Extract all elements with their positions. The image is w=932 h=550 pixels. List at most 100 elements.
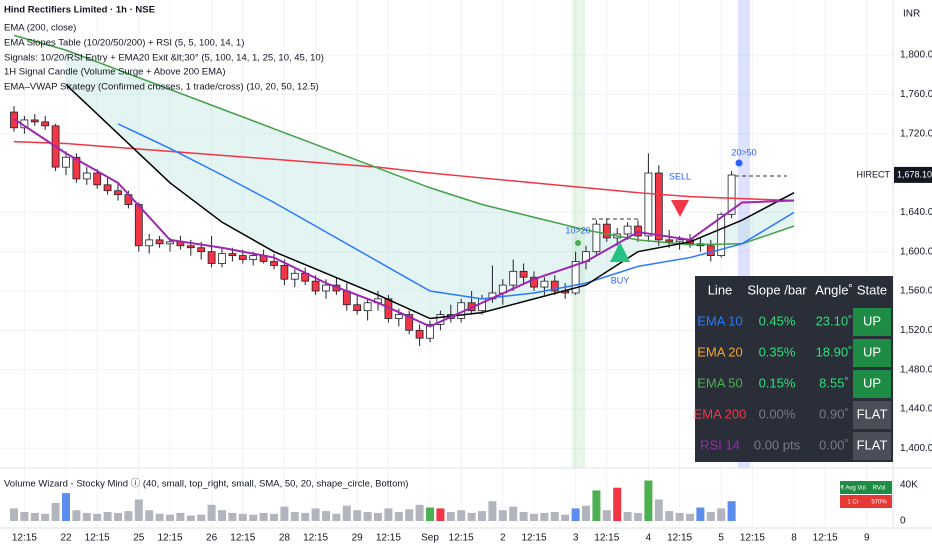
candle-body [675, 239, 684, 243]
volume-bar [259, 512, 268, 521]
x-tick-label: 4 [646, 533, 652, 544]
candle-body [415, 329, 424, 339]
volume-bar [332, 513, 341, 521]
x-tick-label: 12:15 [157, 533, 182, 544]
indicator-label: EMA–VWAP Strategy (Confirmed crosses, 1 … [4, 82, 319, 93]
candle-body [342, 290, 351, 306]
volume-bar [665, 511, 674, 521]
price-tag-label: 1,678.10 [897, 169, 932, 179]
table-cell: 18.90˚ [816, 344, 853, 359]
candle-body [602, 223, 611, 239]
candle-body [571, 261, 580, 294]
y-tick-label: 1,720.00 [900, 128, 932, 139]
volume-bar [467, 512, 476, 521]
buy-arrow [610, 242, 630, 262]
candle-body [592, 223, 601, 253]
volume-bar [145, 510, 154, 521]
candle-body [62, 156, 70, 168]
volume-bar [582, 505, 590, 521]
volume-bar [602, 510, 611, 521]
chart-title: Hind Rectifiers Limited · 1h · NSE [4, 5, 155, 16]
candle-body [41, 121, 50, 127]
state-cell [853, 401, 891, 429]
candle-body [519, 270, 528, 278]
indicator-legend: Hind Rectifiers Limited · 1h · NSE EMA (… [4, 5, 324, 93]
y-tick-label: 1,800.00 [900, 50, 932, 61]
volume-bar [634, 512, 642, 521]
x-tick-label: 12:15 [449, 533, 474, 544]
candle-body [228, 253, 237, 257]
candle-body [290, 272, 299, 280]
volume-bar [301, 512, 310, 521]
volume-bar [114, 512, 122, 521]
state-cell [853, 339, 891, 367]
volume-bar [561, 514, 570, 521]
volume-bar [644, 480, 653, 521]
table-cell: 0.00˚ [819, 437, 849, 452]
x-tick-label: 12:15 [12, 533, 37, 544]
volume-bar [426, 507, 434, 521]
table-cell: UP [863, 375, 881, 390]
volume-title: Volume Wizard - Stocky Mind ⓘ (40, small… [4, 479, 408, 490]
x-tick-label: 3 [573, 533, 579, 544]
candle-body [114, 190, 122, 196]
volume-bar [186, 515, 195, 521]
table-cell: 0.90˚ [819, 406, 849, 421]
volume-bar [290, 512, 299, 521]
x-tick-label: 22 [60, 533, 72, 544]
y-tick-label: 1,480.00 [900, 364, 932, 375]
x-tick-label: 12:15 [740, 533, 765, 544]
volume-table-cell [840, 481, 866, 494]
volume-bar [706, 512, 715, 521]
table-cell: EMA 10 [697, 313, 743, 328]
y-tick-label: 40K [900, 480, 918, 491]
volume-bar [509, 506, 518, 521]
annotation: 10>20 [565, 225, 590, 235]
indicator-line [117, 123, 795, 300]
volume-table-text: 570% [871, 500, 887, 506]
indicator-line [13, 34, 795, 246]
volume-table-cell [840, 495, 866, 508]
sell-arrow [671, 200, 689, 217]
volume-bar [322, 511, 330, 521]
price-tag [894, 166, 932, 183]
volume-bar [571, 508, 580, 521]
candle-body [727, 174, 736, 215]
table-cell: 23.10˚ [816, 313, 853, 328]
volume-bar [686, 513, 694, 521]
signals: 10>20 BUY SELL 20>50 [565, 147, 787, 285]
volume-bar [727, 501, 736, 521]
y-tick-label: 0 [900, 516, 906, 527]
volume-bar [446, 512, 455, 521]
volume-bar [353, 510, 362, 521]
indicator-line [13, 118, 795, 328]
signal-band [572, 0, 585, 468]
indicator-label: Signals: 10/20/RSI Entry + EMA20 Exit &l… [4, 53, 324, 64]
slope-table: Line Slope /bar Angle˚ State EMA 10 0.45% 23.1… [694, 276, 893, 462]
volume-bar [457, 510, 466, 521]
grid [0, 0, 893, 528]
x-tick-label: 12:15 [521, 533, 546, 544]
candle-body [186, 245, 195, 249]
volume-table: ₹ Avg Vol RVol 1 Cr 570% [840, 481, 892, 508]
candle-body [30, 119, 39, 123]
candle-body [238, 255, 247, 260]
volume-bar [613, 487, 622, 521]
volume-bar [394, 512, 403, 521]
volume-bar [530, 513, 538, 521]
volume-bar [550, 512, 559, 521]
x-tick-label: 12:15 [376, 533, 401, 544]
volume-bar [166, 514, 174, 521]
candle-body [249, 255, 258, 260]
y-tick-label: 1,440.00 [900, 404, 932, 415]
candle-body [82, 172, 91, 180]
state-cell [853, 308, 891, 336]
volume-bar [10, 508, 18, 521]
x-tick-label: 12:15 [813, 533, 838, 544]
volume-bar [280, 506, 289, 521]
y-tick-label: 1,520.00 [900, 325, 932, 336]
table-cell: 8.55˚ [819, 375, 849, 390]
y-tick-label: 1,760.00 [900, 89, 932, 100]
volume-bar [623, 512, 632, 521]
